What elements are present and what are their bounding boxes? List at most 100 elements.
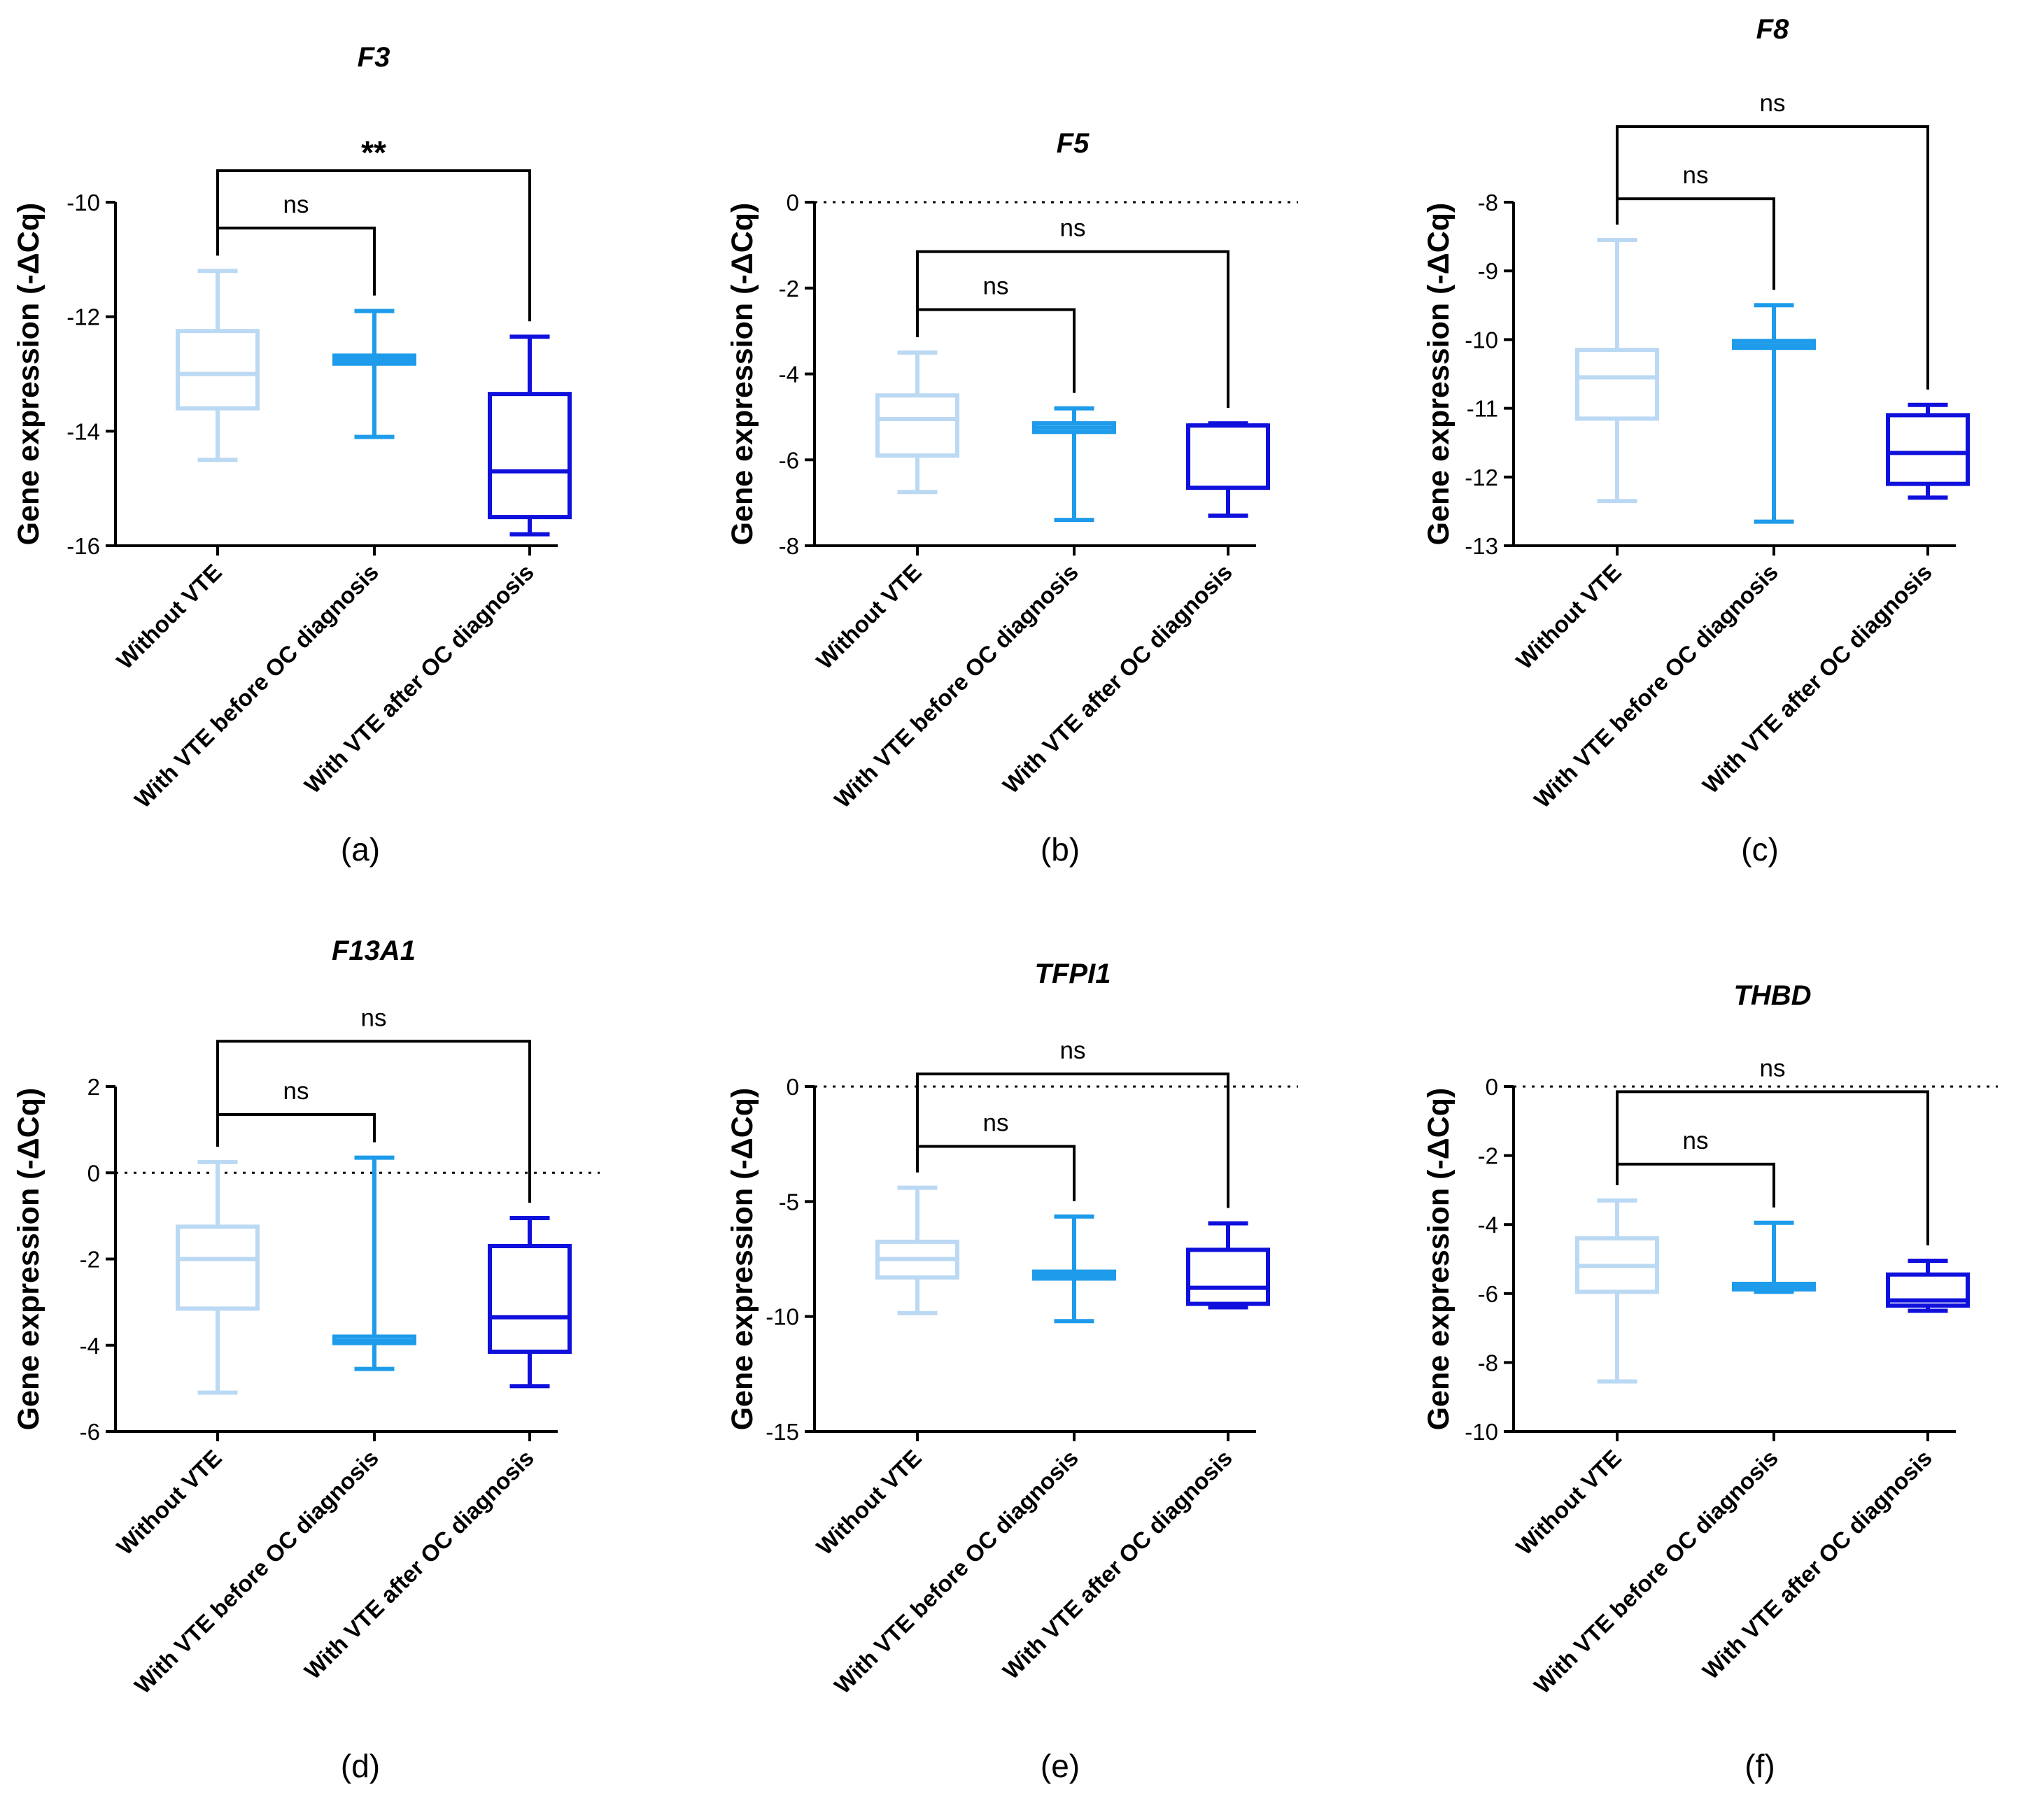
significance-bracket-1: ns <box>1616 1127 1775 1208</box>
box-3 <box>1886 1258 1970 1313</box>
significance-bracket-2: ns <box>916 215 1229 409</box>
box-3 <box>1186 421 1270 518</box>
significance-bracket-2: ns <box>1616 90 1929 390</box>
y-tick-label: -10 <box>1465 1419 1498 1445</box>
significance-label: ns <box>1760 1054 1786 1082</box>
x-tick-label: With VTE before OC diagnosis <box>1529 559 1783 813</box>
significance-label: ns <box>1683 162 1709 189</box>
y-tick-label: -10 <box>766 1304 799 1330</box>
bracket-line <box>916 250 1229 409</box>
iqr-box <box>1186 1247 1270 1306</box>
bracket-line <box>1616 197 1775 290</box>
significance-label: ns <box>983 1109 1009 1136</box>
box-1 <box>875 350 959 495</box>
y-axis-label: Gene expression (-ΔCq) <box>726 203 759 546</box>
significance-bracket-2: ns <box>216 1004 531 1203</box>
box-2 <box>1732 303 1816 524</box>
significance-label: ns <box>1060 1037 1086 1064</box>
chart-panel-6: THBD Gene expression (-ΔCq) 0 -2 -4 -6 -8 -10 Wi… <box>1422 980 1998 1784</box>
box-1 <box>176 1159 260 1395</box>
box-1 <box>176 269 260 462</box>
y-tick-label: -10 <box>1465 327 1498 353</box>
bracket-line <box>916 1145 1076 1201</box>
bracket-line <box>916 1072 1229 1208</box>
y-tick-label: -8 <box>1478 190 1498 215</box>
y-axis-label: Gene expression (-ΔCq) <box>12 1088 45 1431</box>
chart-panel-1: F3 Gene expression (-ΔCq) -10 -12 -14 -16 With… <box>12 42 572 868</box>
y-tick-label: 0 <box>87 1160 100 1186</box>
panel-label: (f) <box>1745 1748 1775 1784</box>
panel-label: (b) <box>1041 831 1080 868</box>
iqr-box <box>875 393 959 458</box>
y-tick-label: -11 <box>1467 396 1498 422</box>
significance-bracket-2: ns <box>1616 1054 1929 1245</box>
y-tick-label: -13 <box>1465 533 1498 559</box>
box-1 <box>1575 238 1659 504</box>
iqr-box <box>488 1244 572 1354</box>
x-tick-label: Without VTE <box>111 1445 227 1560</box>
y-tick-label: -12 <box>66 304 100 330</box>
y-tick-label: -16 <box>66 533 100 559</box>
y-tick-label: -2 <box>1478 1143 1498 1169</box>
box-1 <box>1575 1198 1659 1384</box>
bracket-line <box>916 308 1076 393</box>
panel-label: (c) <box>1741 831 1779 868</box>
chart-title: F3 <box>358 42 390 73</box>
iqr-box <box>176 329 260 411</box>
y-tick-label: -8 <box>1478 1350 1498 1376</box>
bracket-line <box>216 169 531 322</box>
significance-bracket-1: ns <box>916 1109 1076 1201</box>
significance-label: ns <box>283 1077 309 1105</box>
box-2 <box>1732 1220 1816 1294</box>
significance-bracket-2: ns <box>916 1037 1229 1208</box>
y-axis-label: Gene expression (-ΔCq) <box>12 203 45 546</box>
iqr-box <box>1886 413 1970 486</box>
y-axis-label: Gene expression (-ΔCq) <box>1422 1088 1456 1431</box>
significance-label: ns <box>1683 1127 1709 1154</box>
box-3 <box>1186 1221 1270 1310</box>
box-2 <box>1032 406 1116 523</box>
panel-label: (a) <box>341 831 380 868</box>
box-3 <box>488 1215 572 1389</box>
significance-label: ns <box>283 191 309 218</box>
significance-bracket-1: ns <box>916 272 1076 393</box>
box-3 <box>1886 402 1970 500</box>
chart-title: F13A1 <box>332 935 416 966</box>
bracket-line <box>1616 125 1929 390</box>
significance-label: ** <box>361 134 386 171</box>
significance-label: ns <box>361 1004 387 1031</box>
iqr-box <box>1575 348 1659 421</box>
x-tick-label: Without VTE <box>111 559 227 674</box>
bracket-line <box>216 226 376 296</box>
y-tick-label: -4 <box>779 362 799 388</box>
significance-label: ns <box>1060 215 1086 242</box>
y-tick-label: -2 <box>779 276 799 302</box>
bracket-line <box>1616 1162 1775 1208</box>
y-tick-label: 2 <box>87 1074 100 1100</box>
y-tick-label: 0 <box>787 190 799 215</box>
panel-label: (e) <box>1041 1748 1080 1784</box>
bracket-line <box>1616 1090 1929 1245</box>
x-tick-label: With VTE before OC diagnosis <box>129 1445 383 1699</box>
chart-panel-4: F13A1 Gene expression (-ΔCq) 2 0 -2 -4 -6 Witho… <box>12 935 600 1784</box>
iqr-box <box>176 1224 260 1311</box>
y-tick-label: -6 <box>779 447 799 473</box>
chart-panel-5: TFPI1 Gene expression (-ΔCq) 0 -5 -10 -15 With… <box>726 959 1298 1784</box>
y-tick-label: -9 <box>1478 258 1498 284</box>
y-axis-label: Gene expression (-ΔCq) <box>1422 203 1456 546</box>
y-tick-label: -2 <box>80 1247 100 1273</box>
y-tick-label: 0 <box>1486 1074 1498 1100</box>
box-2 <box>1032 1214 1116 1324</box>
chart-title: TFPI1 <box>1035 959 1111 989</box>
x-tick-label: Without VTE <box>1511 1445 1626 1560</box>
significance-bracket-2: ** <box>216 134 531 322</box>
x-tick-label: With VTE before OC diagnosis <box>129 559 383 813</box>
y-tick-label: -6 <box>1478 1281 1498 1307</box>
y-tick-label: -10 <box>66 190 100 215</box>
box-2 <box>332 1155 416 1371</box>
box-2 <box>332 309 416 439</box>
panel-label: (d) <box>341 1748 380 1784</box>
x-tick-label: With VTE before OC diagnosis <box>829 559 1083 813</box>
iqr-box <box>488 392 572 520</box>
